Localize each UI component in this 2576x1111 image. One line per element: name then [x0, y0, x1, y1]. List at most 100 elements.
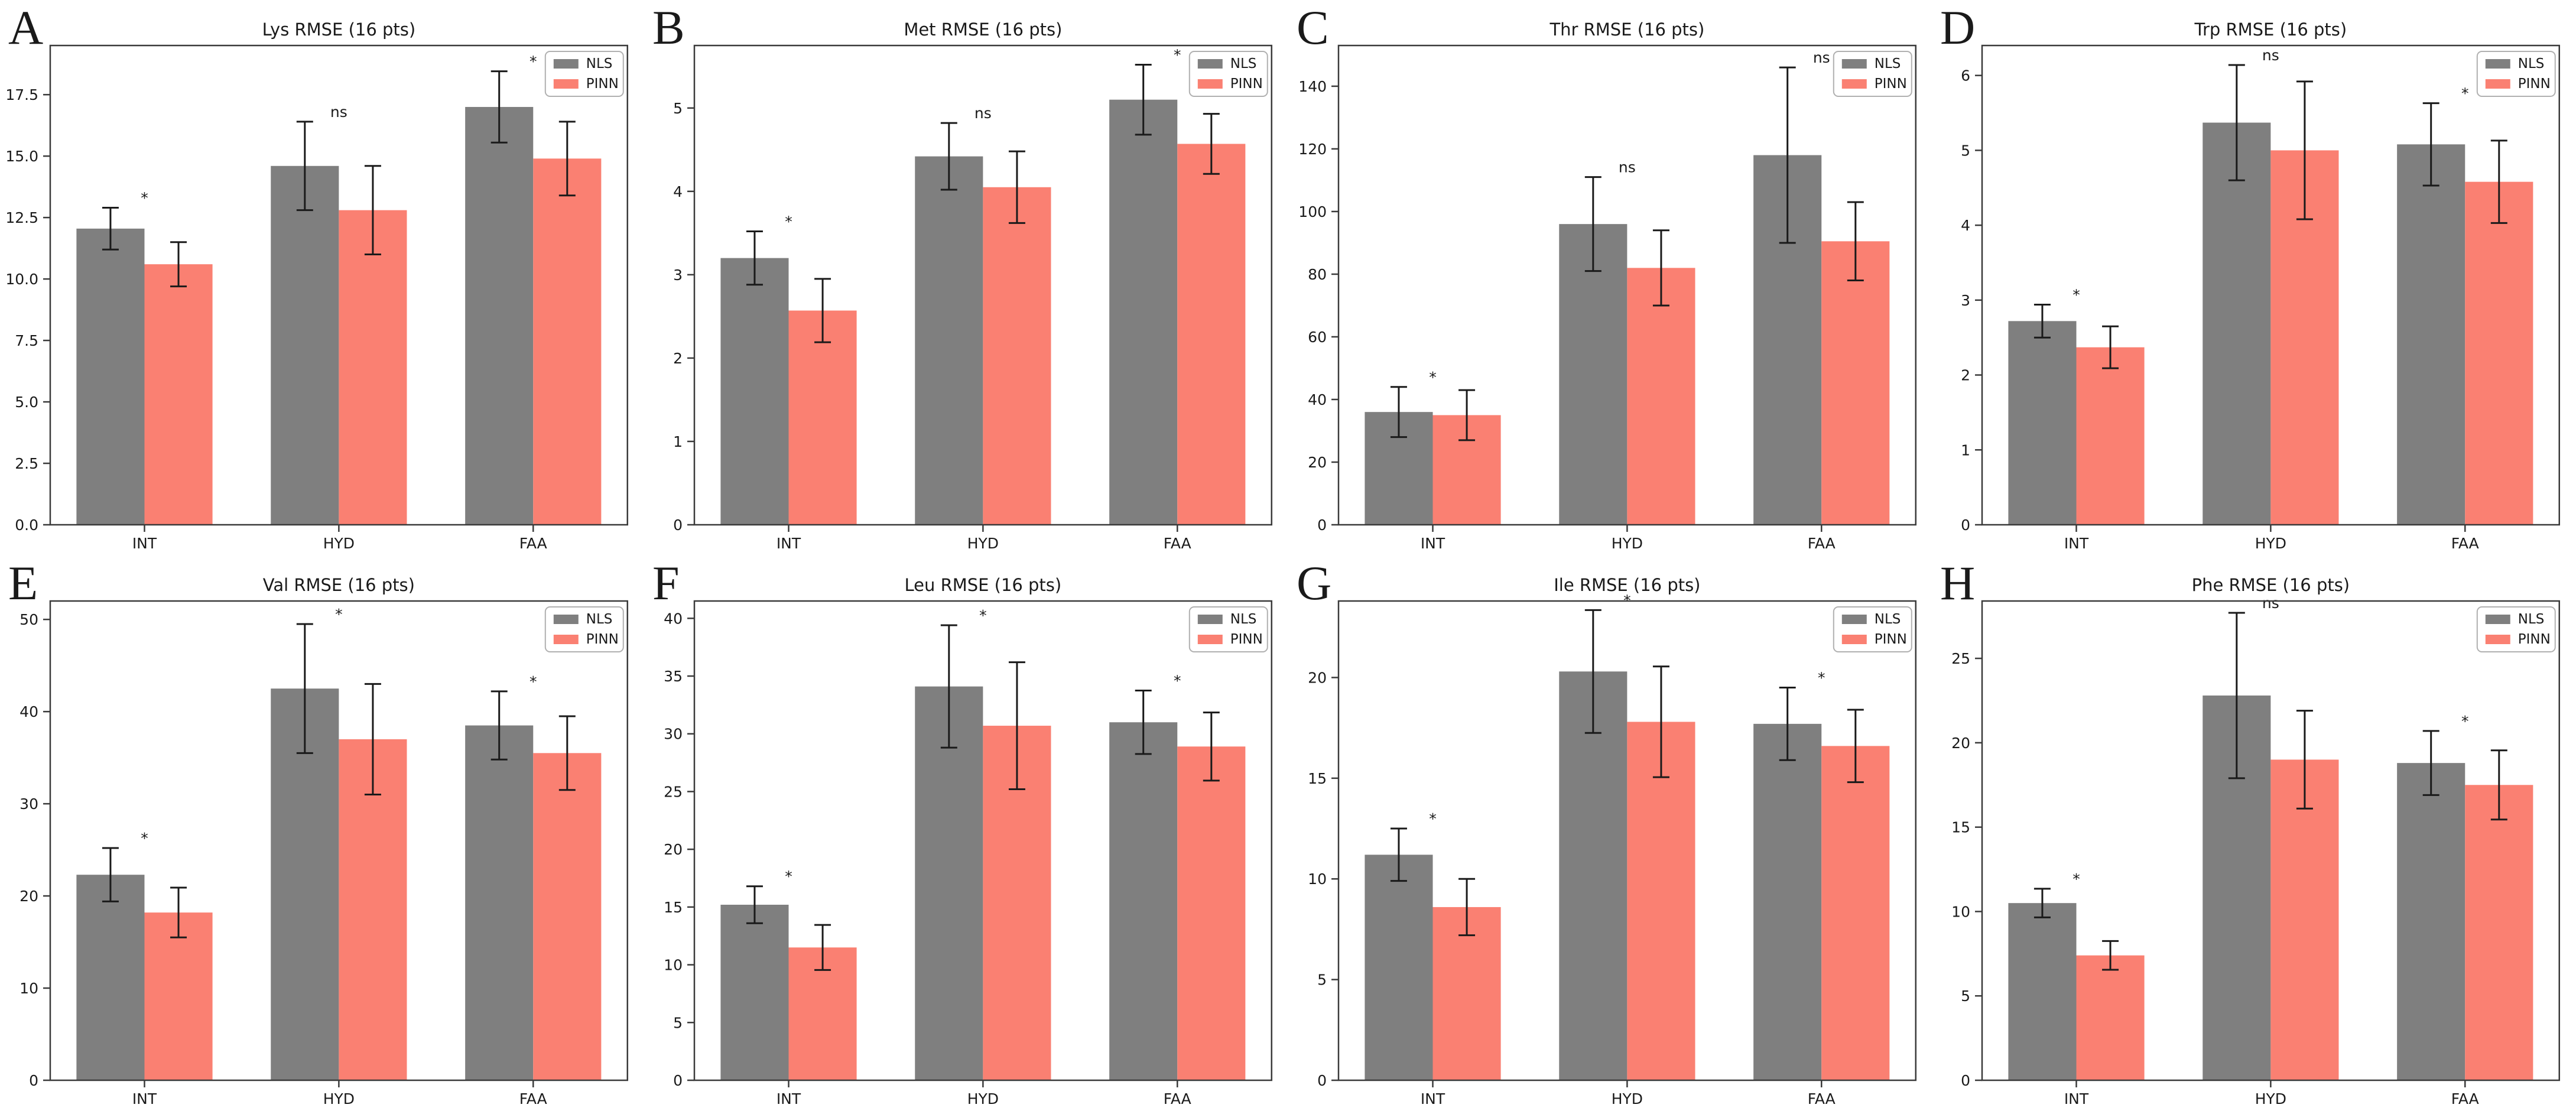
x-tick-label: HYD: [2255, 1090, 2286, 1107]
bar-pinn-faa: [2465, 181, 2533, 525]
y-tick-label: 1: [1961, 441, 1970, 459]
y-tick-label: 15: [1308, 770, 1327, 787]
y-tick-label: 20: [1308, 669, 1327, 686]
significance-label: *: [785, 868, 792, 885]
bar-pinn-int: [2076, 955, 2145, 1080]
axes-frame: [1981, 600, 2561, 1081]
y-tick-label: 7.5: [15, 332, 38, 349]
bar-nls-hyd: [271, 165, 339, 525]
panel-title: Leu RMSE (16 pts): [904, 575, 1061, 595]
legend-label-nls: NLS: [2518, 56, 2545, 72]
significance-label: *: [785, 213, 792, 230]
errorbar-nls-faa: [1135, 689, 1152, 755]
y-tick-label: 140: [1298, 78, 1327, 95]
panel-title: Thr RMSE (16 pts): [1549, 20, 1704, 40]
legend-label-nls: NLS: [1230, 612, 1257, 627]
y-tick-label: 2.5: [15, 455, 38, 472]
significance-label: *: [2461, 713, 2468, 730]
y-tick-label: 1: [673, 433, 683, 450]
y-tick-label: 17.5: [5, 86, 38, 103]
significance-label: *: [141, 189, 148, 206]
y-tick-label: 40: [1308, 391, 1327, 408]
y-tick-label: 30: [20, 795, 38, 813]
significance-label: *: [1429, 369, 1436, 386]
errorbar-nls-int: [102, 847, 119, 902]
bar-pinn-faa: [533, 158, 602, 525]
bar-nls-int: [2008, 321, 2077, 525]
bar-pinn-hyd: [1626, 722, 1695, 1080]
significance-label: *: [979, 607, 986, 624]
x-tick-label: INT: [132, 535, 157, 552]
errorbar-pinn-faa: [1203, 712, 1220, 782]
errorbar-pinn-int: [1458, 389, 1475, 441]
errorbar-nls-faa: [1779, 66, 1796, 244]
x-tick-label: FAA: [1807, 535, 1835, 552]
legend-swatch-pinn: [553, 79, 579, 89]
panel-A: A Lys RMSE (16 pts) 0.0 2.5 5.0 7.5 10.0 12.5 15…: [5, 1, 629, 552]
bar-nls-int: [720, 258, 789, 525]
bar-pinn-faa: [1821, 746, 1889, 1080]
panel-title: Met RMSE (16 pts): [904, 20, 1062, 40]
y-tick-label: 5: [673, 100, 683, 117]
y-tick-label: 20: [20, 888, 38, 905]
errorbar-nls-int: [1390, 827, 1407, 882]
legend-swatch-nls: [553, 615, 579, 624]
bar-nls-int: [76, 228, 145, 525]
bar-nls-hyd: [1558, 224, 1627, 525]
errorbar-pinn-faa: [1203, 113, 1220, 175]
bar-pinn-faa: [533, 753, 602, 1080]
legend-label-pinn: PINN: [1230, 76, 1263, 92]
bar-nls-hyd: [915, 156, 983, 525]
x-tick-label: HYD: [1611, 535, 1642, 552]
significance-label: *: [1818, 670, 1825, 687]
x-tick-label: HYD: [1611, 1090, 1642, 1107]
bar-pinn-int: [144, 264, 213, 525]
legend-label-pinn: PINN: [1874, 76, 1906, 92]
y-tick-label: 25: [1951, 650, 1970, 667]
panel-title: Ile RMSE (16 pts): [1554, 575, 1700, 595]
errorbar-pinn-faa: [2491, 749, 2508, 821]
y-tick-label: 100: [1298, 203, 1327, 220]
axes-frame: [49, 600, 629, 1081]
errorbar-nls-hyd: [2229, 64, 2246, 181]
legend-label-nls: NLS: [1874, 612, 1901, 627]
y-tick-label: 30: [664, 726, 683, 743]
legend-swatch-nls: [1841, 59, 1867, 69]
legend: NLS PINN: [2477, 606, 2556, 652]
y-tick-label: 10: [20, 980, 38, 997]
panel-E: E Val RMSE (16 pts) 0 10 20 30 40 50 INT * HYD * FAA…: [8, 556, 629, 1107]
errorbar-nls-faa: [2422, 730, 2439, 796]
errorbar-nls-faa: [490, 70, 508, 144]
y-tick-label: 40: [664, 610, 683, 627]
y-tick-label: 5: [1317, 972, 1327, 989]
significance-label: ns: [1618, 159, 1635, 176]
panel-F: F Leu RMSE (16 pts) 0 5 10 15 20 25 30 35 40 INT * HY…: [652, 556, 1272, 1107]
significance-label: *: [530, 673, 537, 690]
legend-label-pinn: PINN: [1230, 632, 1263, 647]
errorbar-pinn-int: [814, 278, 831, 343]
panel-title: Trp RMSE (16 pts): [2194, 20, 2347, 40]
errorbar-nls-hyd: [296, 121, 313, 212]
y-tick-label: 15.0: [5, 148, 38, 165]
y-tick-label: 0: [1961, 516, 1970, 534]
errorbar-pinn-hyd: [1652, 229, 1669, 307]
x-tick-label: INT: [777, 1090, 801, 1107]
bar-nls-faa: [2397, 763, 2465, 1080]
legend-label-pinn: PINN: [1874, 632, 1906, 647]
errorbar-pinn-int: [170, 241, 187, 288]
y-tick-label: 0.0: [15, 516, 38, 534]
bar-pinn-hyd: [1626, 268, 1695, 525]
errorbar-pinn-int: [2102, 325, 2119, 369]
errorbar-pinn-hyd: [2296, 710, 2314, 810]
panel-G: G Ile RMSE (16 pts)05101520INT*HYD*FAA*NL…: [1296, 556, 1916, 1107]
y-tick-label: 15: [664, 899, 683, 916]
axes-frame: [1337, 44, 1916, 526]
panel-letter: H: [1940, 556, 1975, 610]
y-tick-label: 10.0: [5, 271, 38, 288]
bar-nls-faa: [2397, 144, 2465, 525]
bar-pinn-hyd: [339, 739, 407, 1080]
x-tick-label: FAA: [519, 1090, 547, 1107]
x-tick-label: INT: [777, 535, 801, 552]
x-tick-label: INT: [1420, 535, 1445, 552]
